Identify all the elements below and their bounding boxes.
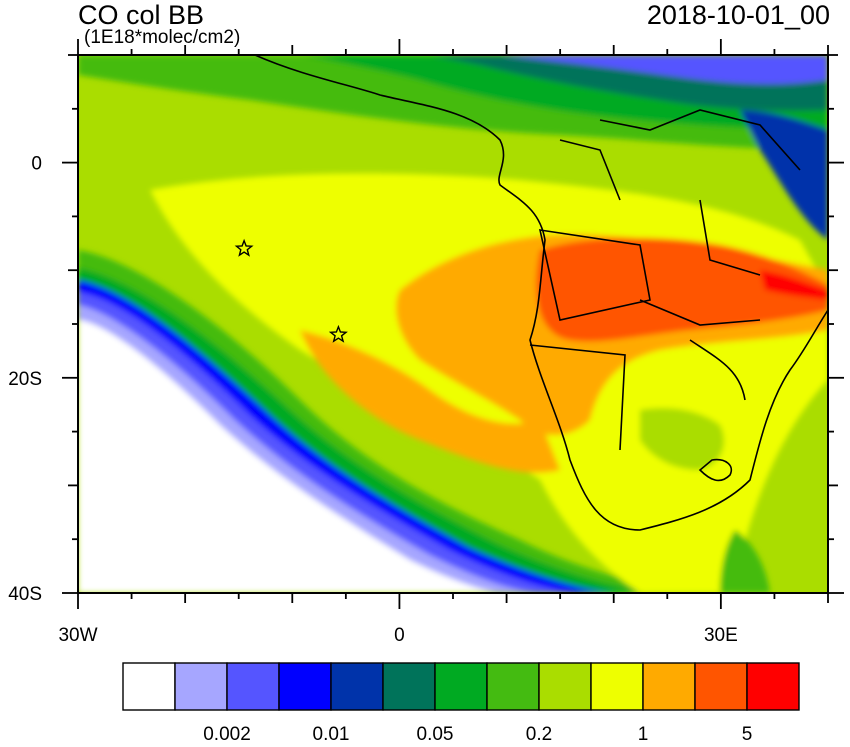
y-tick-label: 20S: [8, 369, 42, 390]
star-marker: [328, 324, 348, 343]
colorbar-swatch: [382, 662, 436, 711]
colorbar-swatch: [226, 662, 280, 711]
colorbar-swatch: [642, 662, 696, 711]
colorbar-swatch: [694, 662, 748, 711]
timestamp-label: 2018-10-01_00: [646, 0, 830, 30]
units-label: (1E18*molec/cm2): [84, 27, 241, 48]
site-markers: [234, 238, 348, 343]
colorbar-label: 5: [742, 724, 753, 745]
coastline: [254, 55, 828, 531]
colorbar-label: 0.01: [313, 724, 350, 745]
colorbar-swatch: [330, 662, 384, 711]
axis-tick-labels: 30W 0 30E 0 20S 40S: [8, 154, 738, 646]
colorbar-swatch: [746, 662, 800, 711]
colorbar-swatch: [434, 662, 488, 711]
colorbar-swatch: [590, 662, 644, 711]
colorbar-swatch: [486, 662, 540, 711]
colorbar-swatch: [122, 662, 176, 711]
x-tick-label: 30E: [704, 625, 738, 646]
colorbar-swatch: [278, 662, 332, 711]
colorbar-label: 0.2: [526, 724, 552, 745]
colorbar: 0.002 0.01 0.05 0.2 1 5: [122, 662, 800, 745]
colorbar-label: 1: [638, 724, 649, 745]
axis-ticks: [62, 39, 844, 609]
colorbar-label: 0.05: [417, 724, 454, 745]
colorbar-swatch: [174, 662, 228, 711]
x-tick-label: 0: [394, 625, 405, 646]
y-tick-label: 40S: [8, 584, 42, 605]
x-tick-label: 30W: [58, 625, 97, 646]
star-marker: [234, 238, 254, 257]
co-concentration-field: [78, 55, 828, 593]
y-tick-label: 0: [31, 154, 42, 175]
map-title: CO col BB: [78, 0, 205, 30]
colorbar-swatch: [538, 662, 592, 711]
colorbar-label: 0.002: [203, 724, 251, 745]
